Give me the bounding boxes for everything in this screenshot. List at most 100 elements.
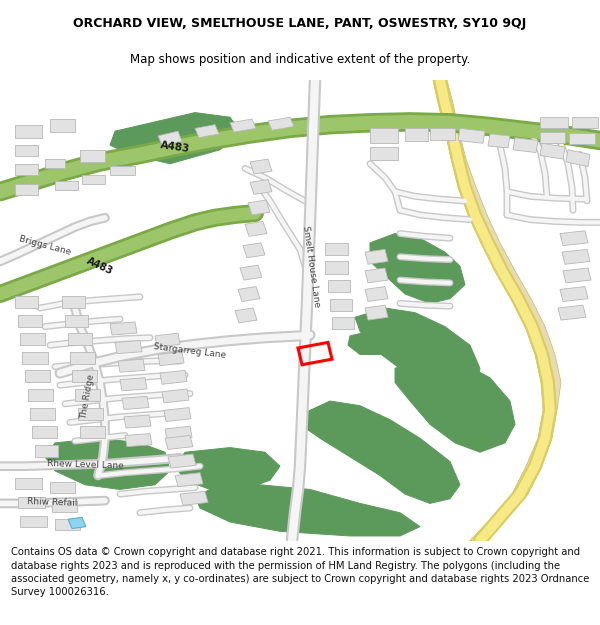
Polygon shape — [118, 359, 145, 372]
Polygon shape — [110, 322, 137, 335]
Polygon shape — [563, 268, 591, 283]
Polygon shape — [155, 333, 180, 347]
Polygon shape — [164, 408, 191, 421]
Polygon shape — [162, 389, 189, 403]
Polygon shape — [78, 408, 103, 419]
Polygon shape — [370, 147, 398, 160]
Polygon shape — [15, 478, 42, 489]
Polygon shape — [65, 314, 88, 327]
Polygon shape — [15, 124, 42, 138]
Polygon shape — [355, 308, 480, 406]
Text: Rhiw Refail: Rhiw Refail — [26, 497, 77, 508]
Polygon shape — [558, 305, 586, 320]
Polygon shape — [120, 378, 147, 391]
Text: Briggs Lane: Briggs Lane — [18, 234, 72, 257]
Polygon shape — [175, 472, 203, 487]
Polygon shape — [165, 426, 192, 440]
Polygon shape — [122, 396, 149, 409]
Polygon shape — [55, 519, 80, 531]
Polygon shape — [328, 280, 350, 292]
Polygon shape — [22, 352, 48, 364]
Polygon shape — [540, 118, 568, 128]
Polygon shape — [405, 128, 428, 141]
Text: A483: A483 — [85, 256, 115, 276]
Polygon shape — [68, 333, 92, 345]
Polygon shape — [513, 138, 538, 152]
Polygon shape — [80, 426, 105, 438]
Polygon shape — [235, 308, 257, 323]
Polygon shape — [124, 415, 151, 428]
Polygon shape — [562, 249, 590, 264]
Polygon shape — [540, 143, 565, 159]
Polygon shape — [370, 234, 465, 303]
Polygon shape — [25, 371, 50, 382]
Polygon shape — [75, 389, 100, 401]
Polygon shape — [250, 159, 272, 174]
Polygon shape — [488, 134, 510, 148]
Polygon shape — [72, 371, 97, 382]
Polygon shape — [50, 482, 75, 493]
Polygon shape — [160, 371, 187, 384]
Text: The Ridge: The Ridge — [80, 373, 97, 419]
Polygon shape — [230, 119, 256, 132]
Polygon shape — [195, 485, 420, 536]
Polygon shape — [348, 331, 385, 354]
Polygon shape — [32, 426, 57, 438]
Text: Rhew Level Lane: Rhew Level Lane — [46, 459, 124, 471]
Polygon shape — [268, 118, 294, 130]
Polygon shape — [325, 243, 348, 255]
Polygon shape — [158, 131, 182, 145]
Polygon shape — [20, 333, 45, 345]
Polygon shape — [30, 408, 55, 419]
Polygon shape — [45, 159, 65, 168]
Polygon shape — [115, 341, 142, 354]
Polygon shape — [15, 164, 38, 175]
Polygon shape — [238, 287, 260, 301]
Polygon shape — [365, 268, 388, 283]
Polygon shape — [245, 221, 267, 236]
Text: Contains OS data © Crown copyright and database right 2021. This information is : Contains OS data © Crown copyright and d… — [11, 548, 589, 597]
Polygon shape — [458, 128, 485, 143]
Polygon shape — [240, 265, 262, 280]
Polygon shape — [560, 231, 588, 246]
Polygon shape — [175, 448, 280, 489]
Polygon shape — [35, 445, 58, 457]
Polygon shape — [68, 518, 86, 529]
Polygon shape — [70, 352, 95, 364]
Polygon shape — [15, 145, 38, 156]
Polygon shape — [365, 249, 388, 264]
Polygon shape — [15, 184, 38, 196]
Polygon shape — [540, 132, 565, 143]
Text: Smelt House Lane: Smelt House Lane — [301, 225, 321, 308]
Polygon shape — [15, 296, 38, 308]
Polygon shape — [80, 150, 105, 162]
Polygon shape — [50, 119, 75, 132]
Polygon shape — [243, 243, 265, 258]
Polygon shape — [430, 128, 455, 141]
Polygon shape — [158, 352, 184, 366]
Polygon shape — [300, 401, 460, 503]
Polygon shape — [248, 200, 270, 215]
Polygon shape — [433, 80, 561, 541]
Text: A483: A483 — [160, 140, 190, 154]
Polygon shape — [325, 261, 348, 274]
Text: ORCHARD VIEW, SMELTHOUSE LANE, PANT, OSWESTRY, SY10 9QJ: ORCHARD VIEW, SMELTHOUSE LANE, PANT, OSW… — [73, 18, 527, 31]
Polygon shape — [572, 118, 598, 128]
Polygon shape — [18, 314, 42, 327]
Polygon shape — [110, 166, 135, 175]
Polygon shape — [566, 150, 590, 166]
Polygon shape — [569, 133, 595, 144]
Polygon shape — [250, 179, 272, 194]
Polygon shape — [365, 305, 388, 320]
Polygon shape — [52, 501, 77, 512]
Polygon shape — [165, 436, 193, 449]
Polygon shape — [180, 491, 208, 505]
Polygon shape — [365, 287, 388, 301]
Polygon shape — [560, 287, 588, 301]
Polygon shape — [395, 354, 515, 452]
Polygon shape — [168, 454, 196, 468]
Polygon shape — [55, 181, 78, 190]
Polygon shape — [332, 318, 354, 329]
Polygon shape — [110, 112, 240, 164]
Polygon shape — [18, 497, 45, 508]
